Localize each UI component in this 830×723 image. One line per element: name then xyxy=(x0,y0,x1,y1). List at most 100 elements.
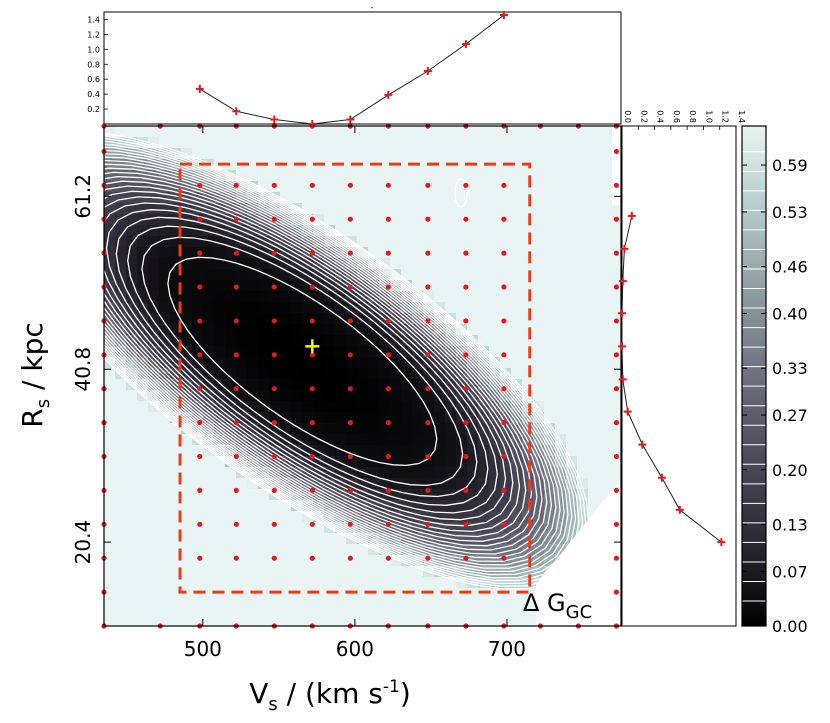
heat-cell xyxy=(478,588,490,600)
heat-cell xyxy=(368,247,380,259)
heat-cell xyxy=(280,522,292,534)
heat-cell xyxy=(203,588,215,600)
heat-cell xyxy=(445,423,457,435)
heat-cell xyxy=(247,467,259,479)
heat-cell xyxy=(170,390,182,402)
heat-cell xyxy=(192,478,204,490)
heat-cell xyxy=(577,379,589,391)
heat-cell xyxy=(181,489,193,501)
heat-cell xyxy=(137,170,149,182)
heat-cell xyxy=(126,610,138,622)
heat-cell xyxy=(181,390,193,402)
heat-cell xyxy=(423,500,435,512)
heat-cell xyxy=(566,280,578,292)
heat-cell xyxy=(423,258,435,270)
heat-cell xyxy=(225,500,237,512)
heat-cell xyxy=(423,467,435,479)
heat-cell xyxy=(115,478,127,490)
heat-cell xyxy=(412,247,424,259)
heat-cell xyxy=(192,511,204,523)
heat-cell xyxy=(489,346,501,358)
heat-cell xyxy=(291,181,303,193)
heat-cell xyxy=(170,181,182,193)
heat-cell xyxy=(610,368,621,380)
heat-cell xyxy=(247,247,259,259)
heat-cell xyxy=(181,302,193,314)
heat-cell xyxy=(412,137,424,149)
heat-cell xyxy=(214,269,226,281)
heat-cell xyxy=(456,313,468,325)
heat-cell xyxy=(500,324,512,336)
heat-cell xyxy=(577,324,589,336)
heat-cell xyxy=(126,324,138,336)
heat-cell xyxy=(368,390,380,402)
heat-cell xyxy=(236,401,248,413)
heat-cell xyxy=(478,258,490,270)
heat-cell xyxy=(269,577,281,589)
heat-cell xyxy=(390,434,402,446)
heat-cell xyxy=(511,401,523,413)
right-panel: 0.0 0.2 0.4 0.6 0.8 1.0 1.2 1.4 xyxy=(618,110,746,627)
grid-point xyxy=(197,182,203,188)
heat-cell xyxy=(137,533,149,545)
heat-cell xyxy=(544,456,556,468)
heat-cell xyxy=(203,346,215,358)
heat-cell xyxy=(412,588,424,600)
heat-cell xyxy=(401,379,413,391)
heat-cell xyxy=(445,500,457,512)
contour-line xyxy=(104,135,587,587)
heat-cell xyxy=(225,566,237,578)
top-profile-marker xyxy=(499,10,508,19)
heat-cell xyxy=(566,390,578,402)
heat-cell xyxy=(390,368,402,380)
heat-cell xyxy=(104,302,116,314)
heat-cell xyxy=(148,291,160,303)
heat-cell xyxy=(214,599,226,611)
heat-cell xyxy=(434,467,446,479)
heat-cell xyxy=(203,478,215,490)
heat-cell xyxy=(302,236,314,248)
heat-cell xyxy=(610,291,621,303)
grid-point xyxy=(233,250,239,256)
heat-cell xyxy=(445,280,457,292)
heat-cell xyxy=(610,478,621,490)
heat-cell xyxy=(126,445,138,457)
heat-cell xyxy=(423,225,435,237)
heat-cell xyxy=(588,181,600,193)
grid-point xyxy=(385,250,391,256)
heat-cell xyxy=(368,467,380,479)
heat-cell xyxy=(522,533,534,545)
heat-cell xyxy=(225,621,237,626)
heat-cell xyxy=(478,610,490,622)
heat-cell xyxy=(456,401,468,413)
heat-cell xyxy=(434,258,446,270)
grid-point xyxy=(271,521,277,527)
heat-cell xyxy=(247,434,259,446)
heat-cell xyxy=(236,170,248,182)
heat-cell xyxy=(478,280,490,292)
heat-cell xyxy=(368,203,380,215)
heat-cell xyxy=(533,335,545,347)
heat-cell xyxy=(269,544,281,556)
heat-cell xyxy=(544,192,556,204)
heat-cell xyxy=(368,214,380,226)
heat-cell xyxy=(522,544,534,556)
heat-cell xyxy=(335,214,347,226)
contour-line xyxy=(167,256,438,467)
heat-cell xyxy=(368,423,380,435)
heat-cell xyxy=(104,203,116,215)
heat-cell xyxy=(236,610,248,622)
heat-cell xyxy=(555,390,567,402)
heat-cell xyxy=(401,401,413,413)
heat-cell xyxy=(258,423,270,435)
heat-cell xyxy=(148,489,160,501)
grid-point xyxy=(501,284,507,290)
heat-cell xyxy=(368,335,380,347)
grid-point xyxy=(197,216,203,222)
heat-cell xyxy=(489,478,501,490)
heat-cell xyxy=(126,555,138,567)
grid-point xyxy=(613,182,620,188)
heat-cell xyxy=(456,467,468,479)
heat-cell xyxy=(214,291,226,303)
heat-cell xyxy=(588,225,600,237)
